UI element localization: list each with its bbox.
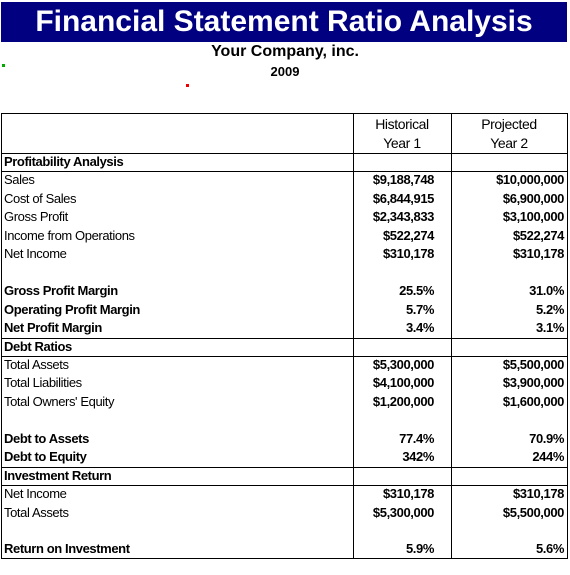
value: $310,178 — [512, 246, 564, 262]
value: $5,500,000 — [502, 356, 564, 372]
row-label: Cost of Sales — [4, 190, 77, 206]
row-label: Sales — [4, 172, 35, 188]
value: 3.1% — [535, 320, 564, 336]
row-border — [2, 485, 567, 487]
marker — [186, 84, 189, 87]
row-label: Operating Profit Margin — [4, 301, 140, 317]
row-label: Return on Investment — [4, 541, 130, 557]
value: $310,178 — [512, 486, 564, 502]
row-border — [2, 337, 567, 339]
value: $4,100,000 — [372, 375, 434, 391]
row-border — [2, 171, 567, 173]
value: 70.9% — [529, 430, 564, 446]
value: 5.6% — [535, 541, 564, 557]
value: 5.2% — [535, 301, 564, 317]
value: $1,600,000 — [502, 393, 564, 409]
value: $310,178 — [382, 486, 434, 502]
column-header: Projected — [481, 116, 537, 132]
value: 5.7% — [405, 301, 434, 317]
value: $6,844,915 — [372, 190, 434, 206]
year: 2009 — [270, 64, 300, 79]
row-label: Total Assets — [4, 504, 69, 520]
value: 77.4% — [399, 430, 434, 446]
title: Financial Statement Ratio Analysis — [1, 2, 567, 42]
column-border — [451, 114, 452, 558]
row-border — [2, 355, 567, 357]
value: 244% — [532, 449, 564, 465]
row-label: Gross Profit — [4, 209, 68, 225]
row-border — [2, 153, 567, 154]
column-header: Year 2 — [490, 135, 528, 151]
row-label: Income from Operations — [4, 227, 135, 243]
row-label: Gross Profit Margin — [4, 283, 118, 299]
column-header: Historical — [375, 116, 429, 132]
section-title: Profitability Analysis — [4, 154, 124, 169]
value: $6,900,000 — [502, 190, 564, 206]
column-border — [353, 114, 354, 558]
table: Historical Year 1 Projected Year 2 Profitabi… — [1, 113, 568, 559]
value: $5,500,000 — [502, 504, 564, 520]
row-border — [2, 466, 567, 468]
value: 3.4% — [405, 320, 434, 336]
value: $2,343,833 — [372, 209, 434, 225]
value: $3,900,000 — [502, 375, 564, 391]
section-title: Debt Ratios — [4, 338, 72, 354]
value: $3,100,000 — [502, 209, 564, 225]
value: $10,000,000 — [496, 172, 564, 188]
row-label: Net Income — [4, 486, 67, 502]
column-header: Year 1 — [383, 135, 421, 151]
row-label: Total Owners' Equity — [4, 393, 115, 409]
value: $522,274 — [512, 227, 564, 243]
value: 31.0% — [529, 283, 564, 299]
company: Your Company, inc. — [211, 43, 359, 60]
marker — [2, 64, 5, 67]
value: 342% — [402, 449, 434, 465]
value: $310,178 — [382, 246, 434, 262]
row-label: Debt to Equity — [4, 449, 87, 465]
row-label: Net Profit Margin — [4, 320, 102, 336]
row-label: Debt to Assets — [4, 430, 89, 446]
value: $1,200,000 — [372, 393, 434, 409]
value: $5,300,000 — [372, 504, 434, 520]
value: $5,300,000 — [372, 356, 434, 372]
row-label: Total Liabilities — [4, 375, 82, 391]
value: 25.5% — [399, 283, 434, 299]
value: $9,188,748 — [372, 172, 434, 188]
row-label: Net Income — [4, 246, 67, 262]
row-label: Total Assets — [4, 356, 69, 372]
section-title: Investment Return — [4, 467, 112, 483]
value: 5.9% — [405, 541, 434, 557]
value: $522,274 — [382, 227, 434, 243]
